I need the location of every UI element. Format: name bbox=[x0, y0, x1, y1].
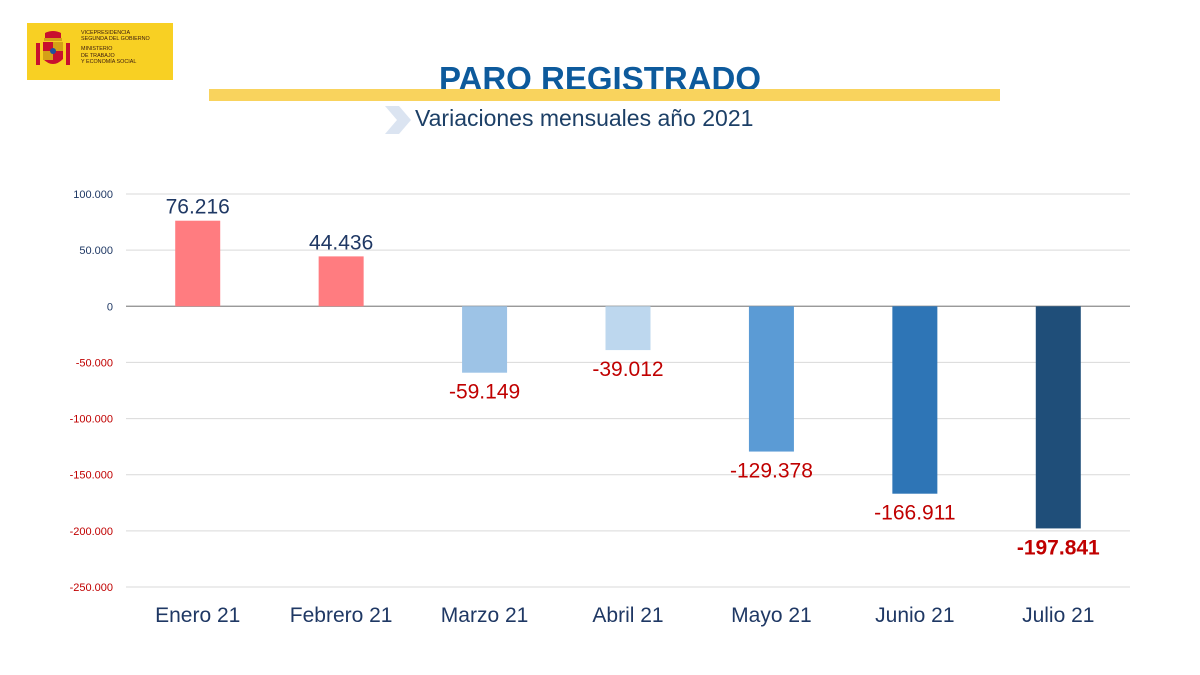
y-tick-label: -150.000 bbox=[70, 470, 113, 482]
x-tick-label: Marzo 21 bbox=[441, 604, 529, 627]
x-tick-label: Mayo 21 bbox=[731, 604, 812, 627]
data-label: -39.012 bbox=[592, 358, 663, 381]
logo-line: Vicepresidencia bbox=[81, 30, 131, 36]
bar bbox=[175, 220, 221, 307]
data-label: 76.216 bbox=[166, 196, 230, 219]
y-tick-label: -200.000 bbox=[70, 526, 113, 538]
logo-line: y economía social bbox=[81, 58, 137, 65]
x-tick-label: Julio 21 bbox=[1022, 604, 1094, 627]
logo-line: segunda del gobierno bbox=[81, 36, 150, 43]
bar bbox=[462, 306, 508, 373]
y-tick-label: -100.000 bbox=[70, 414, 113, 426]
title-underline-bar bbox=[209, 89, 1000, 101]
x-tick-label: Enero 21 bbox=[155, 604, 240, 627]
bar bbox=[1035, 306, 1081, 529]
bar bbox=[605, 306, 651, 351]
data-label: -59.149 bbox=[449, 381, 520, 404]
x-tick-label: Abril 21 bbox=[592, 604, 663, 627]
y-tick-label: 100.000 bbox=[73, 189, 113, 201]
data-label: 44.436 bbox=[309, 231, 373, 254]
x-tick-label: Febrero 21 bbox=[290, 604, 393, 627]
logo-line: de trabajo bbox=[81, 52, 115, 59]
chevron-right-icon bbox=[385, 106, 411, 134]
bar bbox=[892, 306, 938, 494]
x-tick-label: Junio 21 bbox=[875, 604, 954, 627]
y-tick-label: 50.000 bbox=[79, 245, 113, 257]
logo-text: Vicepresidencia segunda del gobierno Min… bbox=[81, 30, 171, 65]
data-label: -166.911 bbox=[874, 502, 955, 525]
coat-of-arms-icon bbox=[36, 31, 70, 65]
y-tick-label: -50.000 bbox=[76, 357, 113, 369]
bar bbox=[318, 256, 364, 307]
data-label: -197.841 bbox=[1017, 536, 1100, 559]
data-label: -129.378 bbox=[730, 460, 813, 483]
page-subtitle: Variaciones mensuales año 2021 bbox=[415, 105, 754, 131]
ministry-logo: Vicepresidencia segunda del gobierno Min… bbox=[27, 23, 173, 80]
bar bbox=[748, 306, 794, 452]
y-tick-label: -250.000 bbox=[70, 582, 113, 594]
logo-line: Ministerio bbox=[81, 46, 113, 53]
y-tick-label: 0 bbox=[107, 301, 113, 313]
